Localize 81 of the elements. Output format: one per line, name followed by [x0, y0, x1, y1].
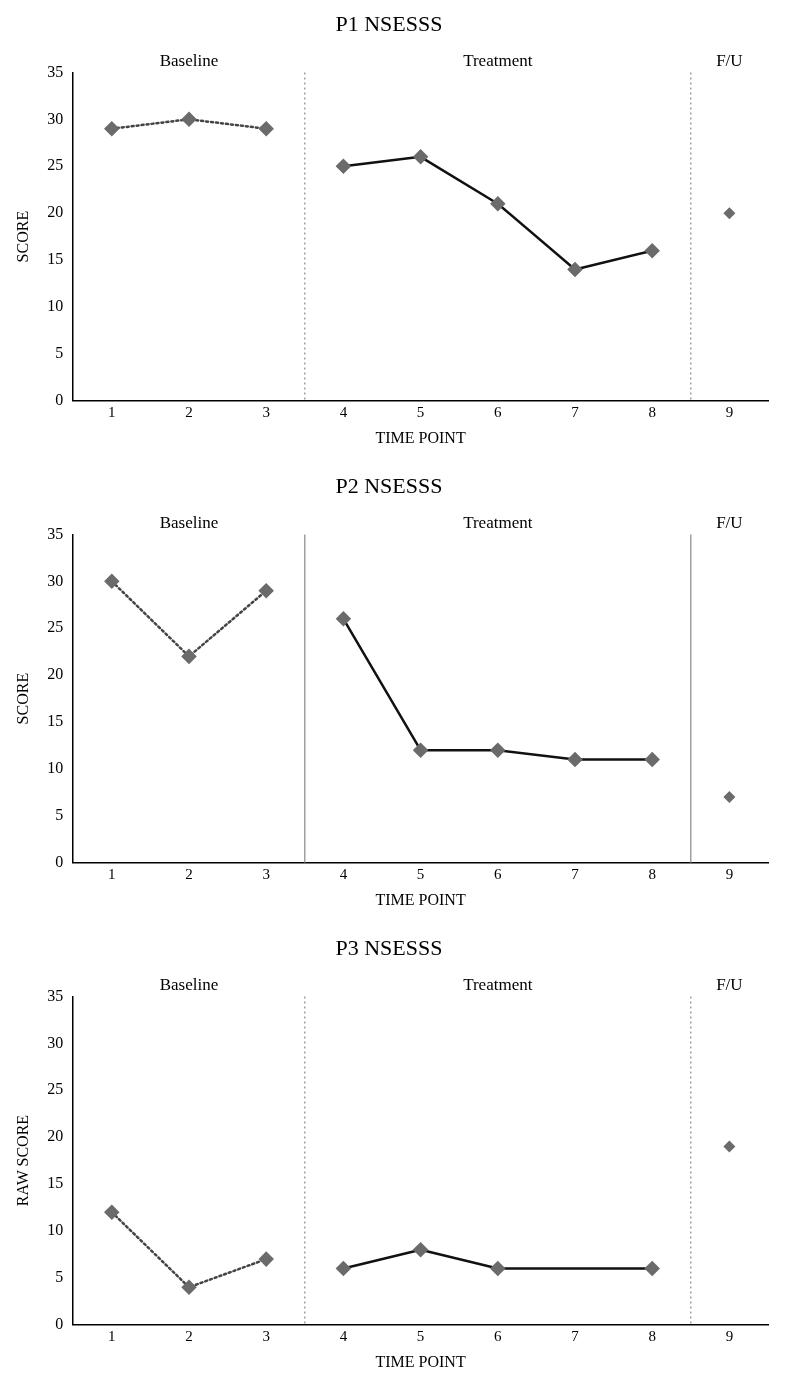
- x-tick-label: 5: [416, 403, 425, 420]
- x-tick-label: 3: [262, 403, 270, 420]
- text: Treatment: [463, 513, 533, 533]
- x-tick-label: 1: [108, 1327, 116, 1344]
- y-tick-label: 20: [47, 1127, 64, 1145]
- y-tick-label: 30: [47, 571, 64, 589]
- y-tick-label: 5: [55, 806, 64, 824]
- x-axis-title: TIME POINT: [375, 890, 466, 908]
- x-tick-label: 7: [571, 865, 580, 882]
- y-tick-label: 15: [47, 712, 64, 730]
- point: [181, 1280, 197, 1295]
- y-axis-title: RAW SCORE: [13, 1114, 31, 1207]
- y-tick-label: 35: [47, 524, 64, 542]
- point: [723, 791, 736, 804]
- chart-title: P3 NSESSS: [335, 934, 443, 960]
- point: [258, 1251, 274, 1267]
- point: [181, 112, 197, 127]
- y-tick-label: 15: [47, 1174, 64, 1192]
- x-tick-label: 3: [262, 1327, 270, 1344]
- x-tick-label: 2: [185, 1327, 193, 1344]
- point: [104, 574, 120, 589]
- chart-title: P1 NSESSS: [335, 10, 443, 36]
- y-axis-title: SCORE: [13, 672, 31, 725]
- y-tick-label: 15: [47, 250, 64, 268]
- y-tick-label: 30: [47, 109, 64, 127]
- x-tick-label: 5: [416, 865, 425, 882]
- text: Baseline: [159, 51, 219, 71]
- x-tick-label: 4: [339, 1327, 348, 1344]
- x-tick-label: 1: [108, 865, 116, 882]
- y-tick-label: 0: [55, 1315, 64, 1332]
- text: F/U: [716, 51, 743, 71]
- x-tick-label: 4: [339, 865, 348, 882]
- point: [104, 121, 120, 136]
- x-axis-title: TIME POINT: [375, 1352, 466, 1370]
- y-tick-label: 10: [47, 1221, 64, 1239]
- y-tick-label: 25: [47, 1080, 64, 1098]
- y-tick-label: 25: [47, 156, 64, 174]
- text: F/U: [716, 975, 743, 995]
- y-tick-label: 5: [55, 344, 64, 362]
- x-tick-label: 8: [648, 1327, 656, 1344]
- y-tick-label: 30: [47, 1033, 64, 1051]
- point: [723, 207, 736, 220]
- x-tick-label: 9: [725, 865, 734, 882]
- x-tick-label: 9: [725, 1327, 734, 1344]
- x-tick-label: 8: [648, 865, 656, 882]
- point: [258, 121, 274, 136]
- y-tick-label: 35: [47, 986, 64, 1004]
- x-tick-label: 5: [416, 1327, 425, 1344]
- x-tick-label: 7: [571, 1327, 580, 1344]
- x-tick-label: 2: [185, 865, 193, 882]
- y-tick-label: 5: [55, 1268, 64, 1286]
- point: [723, 1140, 736, 1153]
- x-tick-label: 4: [339, 403, 348, 420]
- text: Treatment: [463, 975, 533, 995]
- text: F/U: [716, 513, 743, 533]
- y-tick-label: 0: [55, 853, 64, 870]
- y-tick-label: 0: [55, 391, 64, 408]
- x-tick-label: 6: [494, 403, 503, 420]
- text: Treatment: [463, 51, 533, 71]
- x-tick-label: 8: [648, 403, 656, 420]
- y-axis-title: SCORE: [13, 210, 31, 263]
- y-tick-label: 10: [47, 297, 64, 315]
- point: [104, 1204, 120, 1220]
- text: Baseline: [159, 975, 219, 995]
- x-tick-label: 3: [262, 865, 270, 882]
- x-axis-title: TIME POINT: [375, 428, 466, 446]
- x-tick-label: 2: [185, 403, 193, 420]
- x-tick-label: 6: [494, 1327, 503, 1344]
- y-tick-label: 25: [47, 618, 64, 636]
- y-tick-label: 10: [47, 759, 64, 777]
- text: Baseline: [159, 513, 219, 533]
- y-tick-label: 20: [47, 665, 64, 683]
- x-tick-label: 7: [571, 403, 580, 420]
- y-tick-label: 20: [47, 203, 64, 221]
- point: [258, 583, 274, 598]
- point: [181, 649, 197, 664]
- x-tick-label: 9: [725, 403, 734, 420]
- x-tick-label: 1: [108, 403, 116, 420]
- chart-title: P2 NSESSS: [335, 472, 443, 498]
- y-tick-label: 35: [47, 62, 64, 80]
- x-tick-label: 6: [494, 865, 503, 882]
